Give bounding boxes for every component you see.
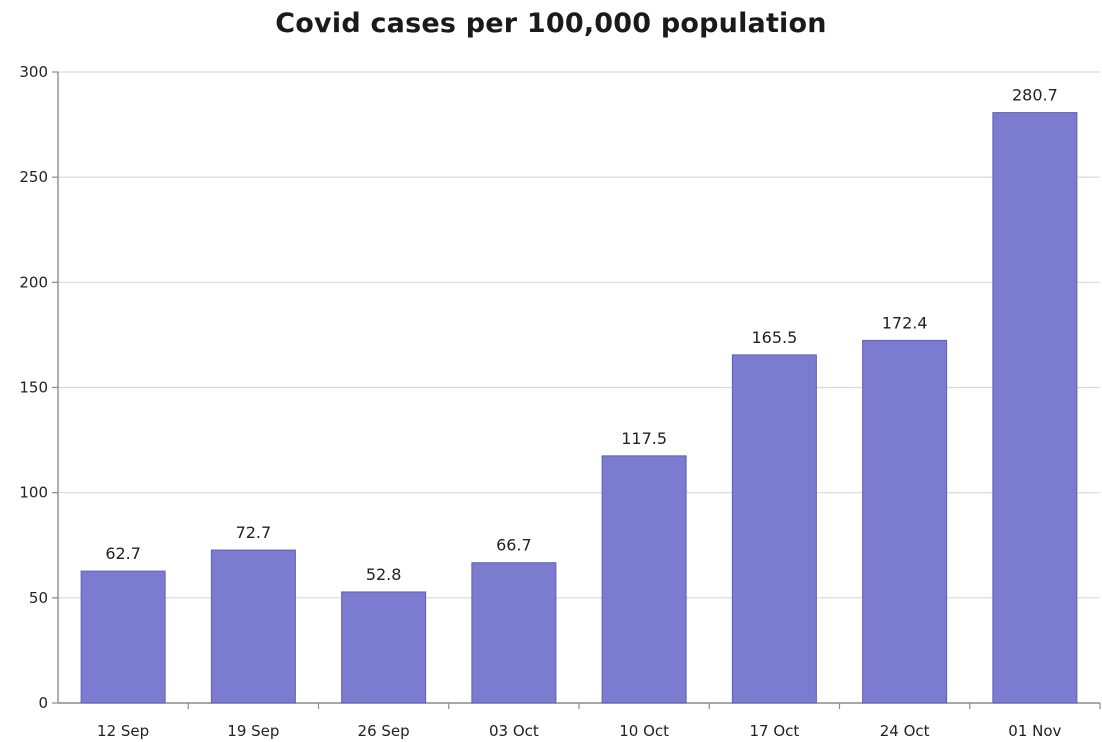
data-label: 62.7: [105, 544, 141, 563]
x-tick-label: 19 Sep: [227, 722, 279, 740]
y-tick-label: 300: [19, 63, 48, 81]
bar: [80, 570, 166, 704]
bar: [862, 339, 948, 704]
data-label: 165.5: [751, 328, 797, 347]
data-label: 172.4: [882, 313, 928, 332]
bar: [992, 112, 1078, 704]
data-label: 66.7: [496, 536, 532, 555]
bars: [80, 112, 1078, 704]
y-tick-label: 250: [19, 168, 48, 186]
bar: [341, 591, 427, 704]
bar: [731, 354, 817, 704]
bar: [601, 455, 687, 704]
y-tick-label: 50: [29, 589, 48, 607]
chart-title: Covid cases per 100,000 population: [275, 8, 827, 39]
x-tick-label: 03 Oct: [489, 722, 539, 740]
data-label: 117.5: [621, 429, 667, 448]
y-tick-label: 150: [19, 379, 48, 397]
x-tick-label: 01 Nov: [1008, 722, 1061, 740]
data-label: 280.7: [1012, 86, 1058, 105]
y-tick-label: 100: [19, 484, 48, 502]
data-label: 52.8: [366, 565, 402, 584]
data-labels: 62.7 72.7 52.8 66.7 117.5 165.5 172.4 280.7: [105, 86, 1057, 584]
bar: [471, 562, 557, 704]
data-label: 72.7: [236, 523, 272, 542]
axes: 12 Sep 19 Sep 26 Sep 03 Oct 10 Oct 17 Oct 24 O…: [57, 72, 1101, 740]
x-tick-label: 26 Sep: [358, 722, 410, 740]
bar: [210, 549, 296, 704]
x-tick-label: 12 Sep: [97, 722, 149, 740]
y-tick-label: 0: [38, 694, 48, 712]
x-tick-label: 24 Oct: [880, 722, 930, 740]
y-tick-label: 200: [19, 273, 48, 291]
x-tick-label: 17 Oct: [749, 722, 799, 740]
x-tick-label: 10 Oct: [619, 722, 669, 740]
